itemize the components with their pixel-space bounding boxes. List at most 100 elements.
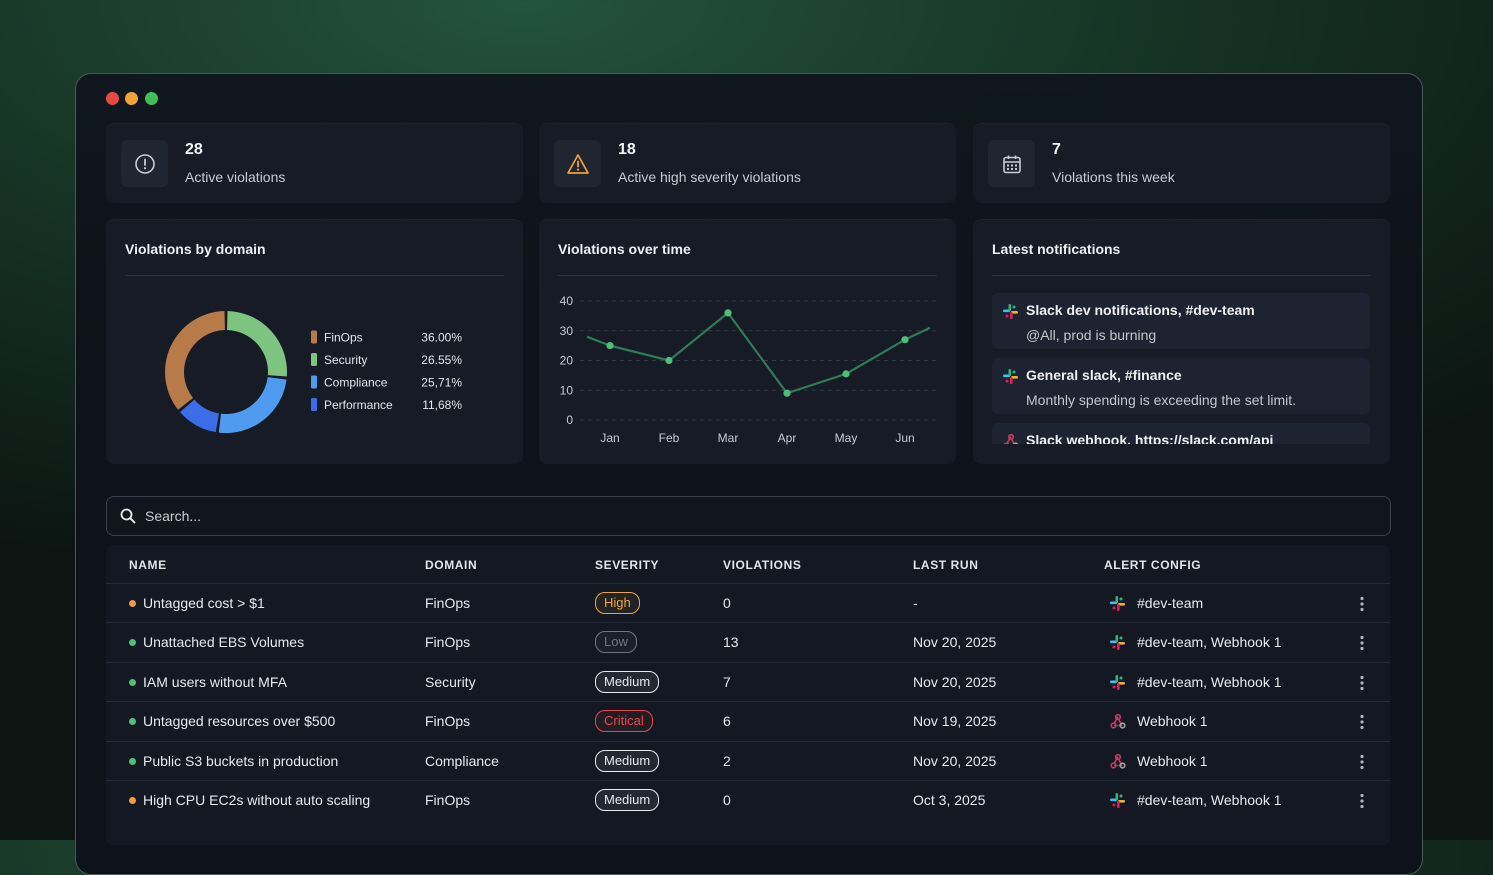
table-row[interactable]: High CPU EC2s without auto scaling FinOps…: [106, 780, 1390, 820]
separator: [125, 275, 504, 276]
legend-swatch: [311, 398, 317, 411]
row-menu[interactable]: [1360, 793, 1364, 809]
y-tick-label: 10: [560, 383, 574, 397]
violations-count: 6: [723, 713, 731, 730]
stat-card: 7 Violations this week: [973, 123, 1390, 203]
stat-icon: [554, 140, 601, 187]
line-point: [901, 336, 909, 344]
table-row[interactable]: Public S3 buckets in production Complianc…: [106, 740, 1390, 781]
window-close[interactable]: [106, 92, 119, 105]
legend-label: Security: [324, 353, 367, 367]
domain: FinOps: [425, 634, 471, 651]
stat-label: Active high severity violations: [618, 169, 801, 185]
row-menu[interactable]: [1360, 714, 1364, 730]
x-tick-label: Jun: [895, 431, 914, 445]
alert-icon: [1110, 674, 1126, 690]
domain: Security: [425, 673, 476, 690]
legend-label: Performance: [324, 398, 393, 412]
row-menu[interactable]: [1360, 675, 1364, 691]
status-dot: [129, 639, 136, 647]
stat-card: 28 Active violations: [106, 123, 523, 203]
donut-segment: [164, 311, 225, 410]
stat-icon: [121, 140, 168, 187]
stat-label: Active violations: [185, 169, 286, 185]
severity-pill: Medium: [595, 789, 660, 811]
table-row[interactable]: IAM users without MFA Security Medium 7 Nov …: [106, 661, 1390, 702]
row-menu[interactable]: [1360, 635, 1364, 651]
line-card: Violations over time: [539, 219, 956, 464]
line-point: [842, 370, 850, 378]
window-maximize[interactable]: [145, 92, 158, 105]
last-run: Nov 20, 2025: [913, 752, 997, 769]
table-row[interactable]: Unattached EBS Volumes FinOps Low 13 Nov 20,…: [106, 622, 1390, 662]
table-row[interactable]: Untagged cost > $1 FinOps High 0 - #dev-team: [106, 583, 1390, 623]
rule-name: IAM users without MFA: [143, 673, 287, 690]
rule-name: Public S3 buckets in production: [143, 752, 339, 769]
stat-card: 18 Active high severity violations: [539, 123, 956, 203]
window-minimize[interactable]: [125, 92, 138, 105]
notification-title: Slack dev notifications, #dev-team: [1026, 302, 1255, 318]
donut-segment: [218, 377, 287, 434]
legend-swatch: [311, 330, 317, 344]
x-tick-label: Mar: [718, 431, 739, 445]
last-run: Oct 3, 2025: [913, 792, 986, 808]
x-tick-label: Apr: [778, 431, 797, 445]
alert-config: #dev-team, Webhook 1: [1137, 673, 1282, 690]
column-header: ALERT CONFIG: [1104, 558, 1202, 572]
violations-count: 0: [723, 595, 731, 611]
alert-icon: [1110, 753, 1126, 769]
rule-name: Untagged resources over $500: [143, 713, 336, 730]
violations-count: 13: [723, 634, 739, 651]
alert-icon: [1110, 793, 1126, 808]
domain: FinOps: [425, 595, 471, 611]
violations-count: 0: [723, 792, 731, 808]
y-tick-label: 30: [560, 324, 574, 338]
row-menu[interactable]: [1360, 596, 1364, 612]
row-menu[interactable]: [1360, 754, 1364, 770]
last-run: -: [913, 595, 918, 611]
alert-config: Webhook 1: [1137, 752, 1208, 769]
legend-swatch: [311, 375, 317, 389]
x-tick-label: May: [835, 431, 858, 445]
stat-value: 7: [1052, 141, 1061, 158]
notification: General slack, #finance Monthly spending …: [992, 358, 1370, 414]
line-point: [724, 309, 732, 317]
legend-value: 36.00%: [421, 331, 462, 345]
card-title: Violations by domain: [125, 241, 266, 257]
domain: Compliance: [425, 752, 499, 769]
y-tick-label: 20: [560, 354, 574, 368]
alert-config: #dev-team, Webhook 1: [1137, 792, 1282, 808]
alert-config: Webhook 1: [1137, 713, 1208, 730]
table-row[interactable]: Untagged resources over $500 FinOps Critic…: [106, 701, 1390, 741]
alert-icon: [1110, 714, 1126, 729]
rule-name: High CPU EC2s without auto scaling: [143, 792, 371, 808]
y-tick-label: 40: [560, 294, 574, 308]
alert-config: #dev-team: [1137, 595, 1204, 611]
violations-table: NAME DOMAIN SEVERITY VIOLATIONS LAST RUN ALER…: [106, 545, 1390, 845]
x-tick-label: Feb: [659, 431, 680, 445]
violations-count: 2: [723, 752, 731, 769]
line-point: [606, 342, 614, 350]
last-run: Nov 20, 2025: [913, 673, 997, 690]
legend-value: 25,71%: [421, 376, 462, 390]
status-dot: [129, 718, 136, 726]
status-dot: [129, 757, 136, 765]
notification-message: @All, prod is burning: [1026, 327, 1157, 343]
donut-segment: [180, 399, 219, 433]
column-header: SEVERITY: [595, 558, 660, 572]
notification: Slack dev notifications, #dev-team @All, …: [992, 293, 1370, 349]
notification-list: Slack dev notifications, #dev-team @All, …: [973, 293, 1390, 444]
status-dot: [129, 600, 136, 607]
column-header: VIOLATIONS: [723, 558, 802, 572]
card-title: Latest notifications: [992, 241, 1121, 257]
column-header: NAME: [129, 558, 167, 572]
separator: [992, 275, 1371, 276]
donut-segment: [227, 311, 287, 377]
notifications-card: Latest notifications Slack dev notificat…: [973, 219, 1390, 464]
last-run: Nov 19, 2025: [913, 713, 997, 730]
status-dot: [129, 678, 136, 686]
search-box[interactable]: Search...: [106, 496, 1391, 536]
rule-name: Unattached EBS Volumes: [143, 634, 305, 651]
column-header: LAST RUN: [913, 558, 979, 572]
